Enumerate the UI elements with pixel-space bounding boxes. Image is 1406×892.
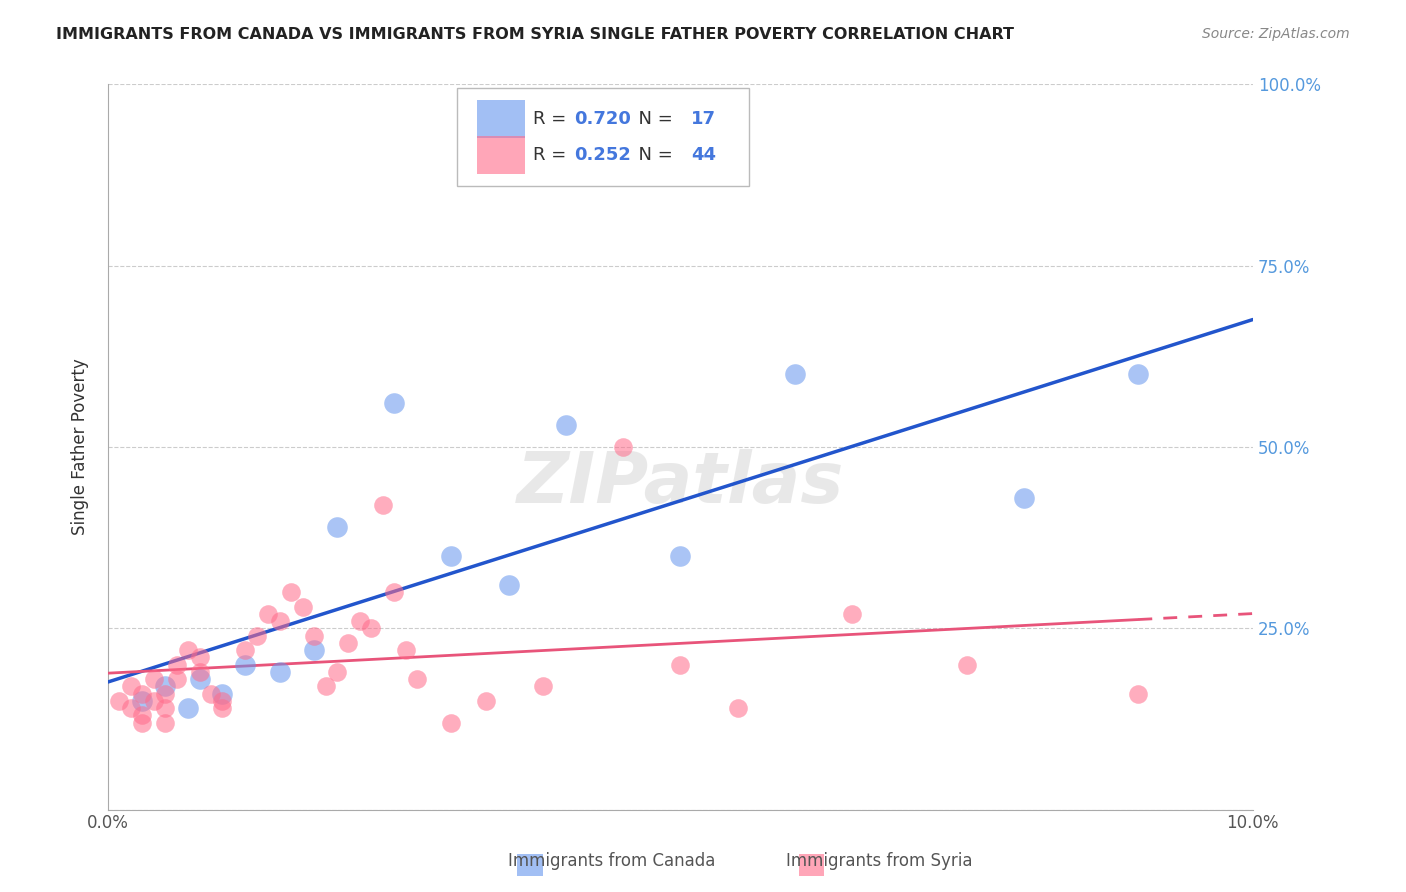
Text: N =: N = — [627, 145, 678, 164]
Point — [382, 396, 405, 410]
Text: Immigrants from Syria: Immigrants from Syria — [786, 852, 972, 870]
Point — [315, 679, 337, 693]
Point — [302, 628, 325, 642]
FancyBboxPatch shape — [457, 88, 749, 186]
Point — [131, 686, 153, 700]
Point — [440, 549, 463, 563]
Text: N =: N = — [627, 111, 678, 128]
FancyBboxPatch shape — [477, 136, 524, 174]
FancyBboxPatch shape — [477, 101, 524, 138]
Point — [406, 672, 429, 686]
Text: 0.252: 0.252 — [574, 145, 631, 164]
Point — [188, 665, 211, 679]
Point — [1012, 491, 1035, 505]
Point — [291, 599, 314, 614]
Point — [269, 614, 291, 628]
Point — [131, 715, 153, 730]
Point — [235, 657, 257, 672]
Point — [177, 701, 200, 715]
Point — [841, 607, 863, 621]
Point — [235, 643, 257, 657]
Point — [155, 686, 177, 700]
Point — [131, 708, 153, 723]
Point — [531, 679, 554, 693]
Point — [188, 650, 211, 665]
Point — [498, 578, 520, 592]
Point — [475, 694, 498, 708]
Text: Source: ZipAtlas.com: Source: ZipAtlas.com — [1202, 27, 1350, 41]
Text: ZIPatlas: ZIPatlas — [517, 449, 844, 517]
Point — [669, 657, 692, 672]
Y-axis label: Single Father Poverty: Single Father Poverty — [72, 359, 89, 535]
Point — [257, 607, 280, 621]
Text: Immigrants from Canada: Immigrants from Canada — [508, 852, 716, 870]
Point — [120, 679, 142, 693]
Point — [956, 657, 979, 672]
Point — [727, 701, 749, 715]
Point — [440, 715, 463, 730]
Point — [200, 686, 222, 700]
Text: 17: 17 — [690, 111, 716, 128]
Point — [155, 679, 177, 693]
Point — [155, 701, 177, 715]
Point — [142, 672, 165, 686]
Point — [1128, 686, 1150, 700]
Point — [371, 498, 394, 512]
Point — [280, 585, 302, 599]
Point — [188, 672, 211, 686]
Point — [783, 368, 806, 382]
Point — [612, 440, 634, 454]
Point — [166, 672, 188, 686]
Text: R =: R = — [533, 111, 572, 128]
Point — [108, 694, 131, 708]
Point — [211, 686, 233, 700]
Text: 44: 44 — [690, 145, 716, 164]
Point — [349, 614, 371, 628]
Point — [211, 694, 233, 708]
Point — [1128, 368, 1150, 382]
Point — [326, 520, 349, 534]
Point — [337, 636, 360, 650]
Point — [120, 701, 142, 715]
Point — [269, 665, 291, 679]
Text: R =: R = — [533, 145, 572, 164]
Point — [395, 643, 418, 657]
Point — [326, 665, 349, 679]
Point — [669, 549, 692, 563]
Point — [360, 621, 382, 635]
Point — [302, 643, 325, 657]
Point — [382, 585, 405, 599]
Point — [166, 657, 188, 672]
Text: IMMIGRANTS FROM CANADA VS IMMIGRANTS FROM SYRIA SINGLE FATHER POVERTY CORRELATIO: IMMIGRANTS FROM CANADA VS IMMIGRANTS FRO… — [56, 27, 1014, 42]
Point — [555, 418, 578, 433]
Point — [131, 694, 153, 708]
Point — [211, 701, 233, 715]
Point — [246, 628, 269, 642]
Point — [177, 643, 200, 657]
Point — [155, 715, 177, 730]
Text: 0.720: 0.720 — [574, 111, 631, 128]
Point — [142, 694, 165, 708]
